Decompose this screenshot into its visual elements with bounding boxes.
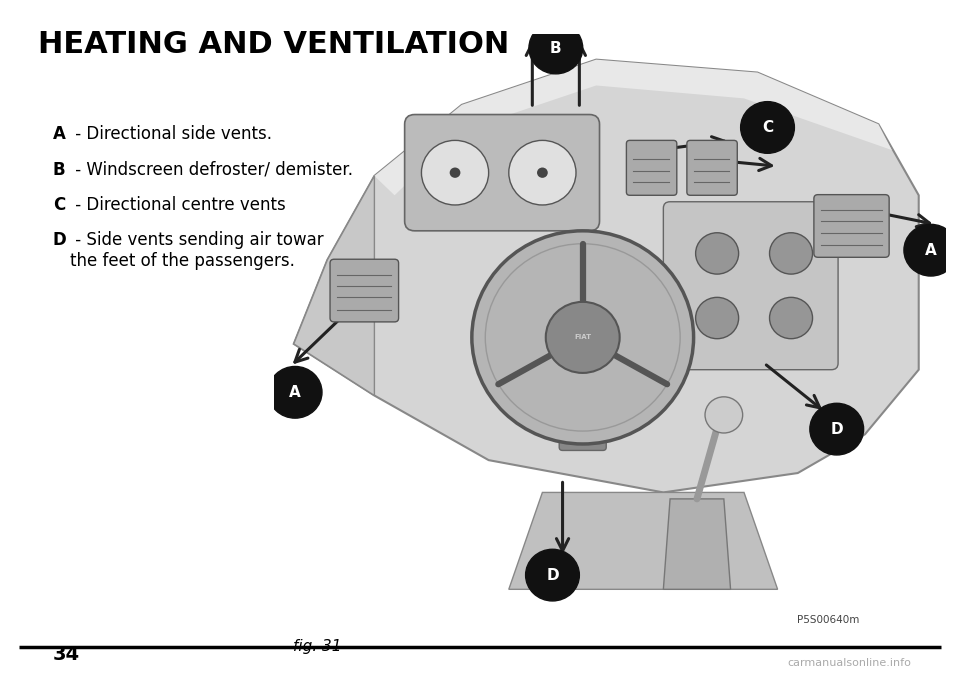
Text: - Directional side vents.: - Directional side vents. xyxy=(70,125,272,143)
Text: A: A xyxy=(289,385,301,400)
Text: - Side vents sending air towar
the feet of the passengers.: - Side vents sending air towar the feet … xyxy=(70,231,324,270)
Circle shape xyxy=(509,141,576,205)
Circle shape xyxy=(421,141,489,205)
Text: A: A xyxy=(924,243,937,258)
Polygon shape xyxy=(374,59,892,195)
Text: - Directional centre vents: - Directional centre vents xyxy=(70,196,286,214)
Circle shape xyxy=(526,550,580,601)
Text: HEATING AND VENTILATION: HEATING AND VENTILATION xyxy=(38,30,510,59)
Circle shape xyxy=(770,233,812,274)
Text: D: D xyxy=(53,231,66,249)
Text: A: A xyxy=(53,125,65,143)
Circle shape xyxy=(904,224,958,276)
FancyBboxPatch shape xyxy=(626,141,677,195)
Text: 34: 34 xyxy=(53,645,80,664)
Text: - Windscreen defroster/ demister.: - Windscreen defroster/ demister. xyxy=(70,161,353,179)
Circle shape xyxy=(529,22,583,74)
Circle shape xyxy=(537,168,548,178)
Circle shape xyxy=(696,233,738,274)
Polygon shape xyxy=(663,499,731,589)
Text: P5S00640m: P5S00640m xyxy=(797,615,859,625)
Circle shape xyxy=(741,101,795,153)
Text: D: D xyxy=(830,422,843,437)
Circle shape xyxy=(545,302,620,373)
FancyBboxPatch shape xyxy=(405,114,599,231)
Text: fig. 31: fig. 31 xyxy=(293,639,342,654)
Text: carmanualsonline.info: carmanualsonline.info xyxy=(787,658,911,668)
Text: FIAT: FIAT xyxy=(574,335,591,341)
Circle shape xyxy=(449,168,461,178)
Text: C: C xyxy=(762,120,773,135)
Polygon shape xyxy=(294,59,919,492)
Text: B: B xyxy=(53,161,65,179)
Circle shape xyxy=(810,404,864,455)
Polygon shape xyxy=(509,492,778,589)
Text: D: D xyxy=(546,568,559,583)
FancyBboxPatch shape xyxy=(687,141,737,195)
Text: C: C xyxy=(53,196,65,214)
FancyBboxPatch shape xyxy=(559,399,607,450)
Text: B: B xyxy=(550,41,562,55)
Circle shape xyxy=(268,366,322,418)
Polygon shape xyxy=(294,176,374,395)
FancyBboxPatch shape xyxy=(330,259,398,322)
Circle shape xyxy=(770,297,812,339)
Circle shape xyxy=(696,297,738,339)
FancyBboxPatch shape xyxy=(814,195,889,258)
Circle shape xyxy=(705,397,743,433)
FancyBboxPatch shape xyxy=(663,201,838,370)
Circle shape xyxy=(472,231,693,444)
